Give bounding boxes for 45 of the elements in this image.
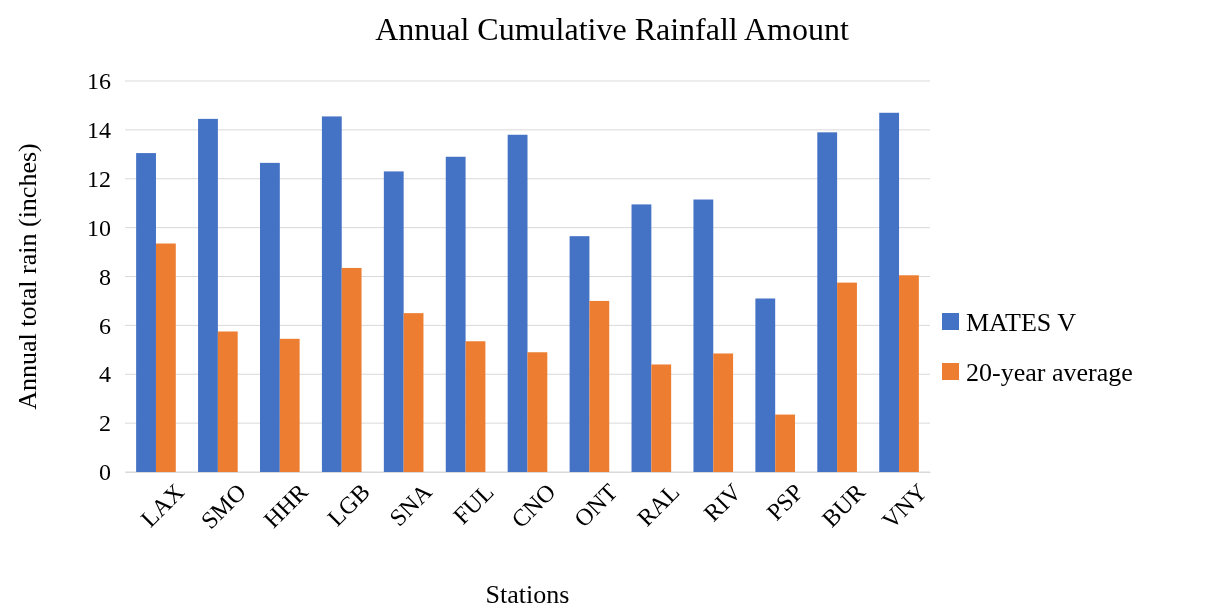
bar [341, 267, 362, 472]
bar [217, 331, 238, 472]
bar [631, 204, 652, 472]
bar [259, 162, 280, 472]
bar [693, 199, 714, 472]
bar [279, 338, 300, 472]
x-axis-title: Stations [485, 580, 570, 609]
x-tick-label: SNA [384, 478, 438, 532]
bar [136, 153, 156, 472]
x-tick-label: RAL [632, 478, 685, 532]
bar [899, 275, 919, 472]
y-tick-label: 4 [99, 361, 111, 388]
bar [879, 112, 900, 472]
y-tick-label: 8 [99, 263, 111, 290]
y-tick-label: 6 [99, 312, 111, 339]
bar [321, 116, 342, 472]
x-tick-label: PSP [761, 478, 809, 526]
bar [651, 364, 672, 472]
chart-title: Annual Cumulative Rainfall Amount [375, 11, 849, 47]
legend-label: MATES V [966, 308, 1077, 337]
y-tick-label: 2 [99, 410, 111, 437]
y-tick-label: 16 [87, 68, 111, 95]
bar [527, 352, 548, 472]
y-tick-label: 10 [87, 214, 111, 241]
bar [465, 341, 486, 472]
y-axis-title: Annual total rain (inches) [13, 143, 42, 410]
y-tick-label: 14 [87, 117, 111, 144]
bar [589, 300, 610, 472]
x-tick-label: FUL [448, 478, 499, 530]
bar [198, 118, 218, 472]
bar [775, 414, 796, 472]
bar [837, 282, 857, 472]
bar [445, 156, 466, 472]
bar [403, 313, 424, 472]
bar [155, 243, 176, 472]
bar [507, 134, 528, 472]
y-tick-label: 0 [99, 459, 111, 486]
x-tick-label: RIV [698, 478, 747, 527]
bar [817, 132, 838, 472]
bar [713, 353, 734, 472]
bar [383, 171, 404, 472]
bar [755, 298, 776, 472]
bar [569, 236, 590, 472]
legend-label: 20-year average [966, 358, 1133, 387]
y-tick-label: 12 [87, 165, 111, 192]
